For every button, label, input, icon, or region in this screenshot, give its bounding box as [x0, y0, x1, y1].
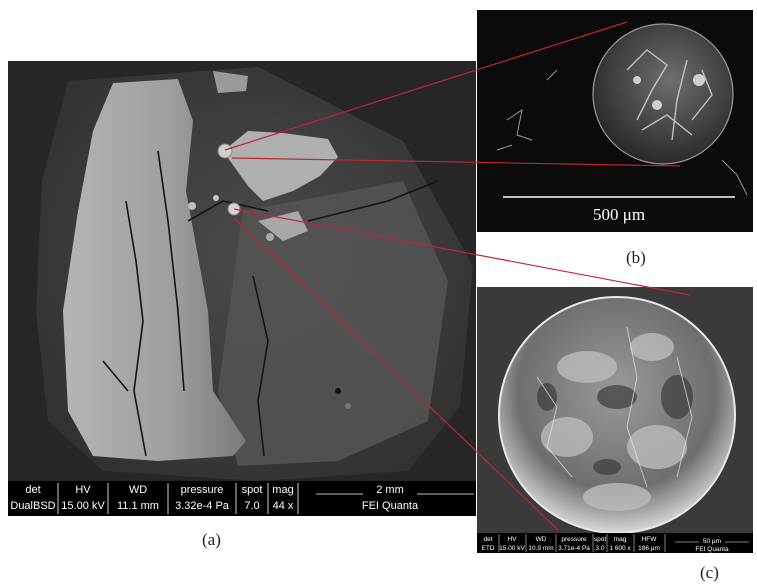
databar-a-header-hv: HV — [75, 484, 91, 496]
databar-c-header-det: det — [483, 536, 492, 543]
databar-c-value-hv: 15.00 kV — [499, 545, 525, 552]
scale-bar-a-label: 2 mm — [376, 484, 404, 496]
databar-c-header-pressure: pressure — [561, 536, 587, 543]
spherule-upper — [217, 143, 233, 159]
databar-a-value-wd: 11.1 mm — [117, 500, 159, 512]
sem-image-b: 500 μm — [477, 10, 753, 232]
databar-c — [477, 533, 753, 553]
scale-bar-c-label: 50 μm — [703, 538, 721, 545]
databar-c-header-hv: HV — [507, 536, 517, 543]
databar-c-header-mag: mag — [614, 536, 627, 543]
databar-a-header-wd: WD — [129, 484, 147, 496]
databar-a-value-spot: 7.0 — [244, 500, 259, 512]
caption-b: (b) — [626, 248, 646, 267]
bright-mineral — [63, 79, 246, 461]
databar-c-header-spot: spot — [594, 536, 606, 543]
databar-a-value-mag: 44 x — [273, 500, 294, 512]
databar-c-value-wd: 10.9 mm — [528, 545, 553, 552]
databar-c-value-det: ETD — [482, 545, 495, 552]
sem-image-c: det HV WD pressure spot mag HFW ETD 15.0… — [477, 287, 753, 553]
databar-a-value-det: DualBSD — [10, 500, 55, 512]
databar-c-value-pressure: 3.71e-4 Pa — [558, 545, 590, 552]
sem-image-a-drawing: det HV WD pressure spot mag DualBSD 15.0… — [8, 61, 476, 516]
databar-c-value-hfw: 186 μm — [638, 545, 660, 552]
sem-image-b-drawing: 500 μm — [477, 10, 753, 232]
databar-a-header-mag: mag — [272, 484, 293, 496]
databar-a-header-pressure: pressure — [181, 484, 224, 496]
databar-c-header-wd: WD — [536, 536, 547, 543]
scale-bar-b-label: 500 μm — [593, 205, 645, 224]
databar-a-header-spot: spot — [242, 484, 263, 496]
sem-image-c-drawing: det HV WD pressure spot mag HFW ETD 15.0… — [477, 287, 753, 553]
databar-c-instrument: FEI Quanta — [695, 546, 729, 553]
databar-a-instrument: FEI Quanta — [362, 500, 419, 512]
databar-c-value-spot: 3.0 — [595, 545, 604, 552]
sem-image-a: det HV WD pressure spot mag DualBSD 15.0… — [8, 61, 476, 516]
databar-c-header-hfw: HFW — [642, 536, 658, 543]
caption-c: (c) — [700, 563, 719, 582]
caption-a: (a) — [202, 530, 221, 549]
databar-a-value-hv: 15.00 kV — [61, 500, 105, 512]
databar-c-value-mag: 1 600 x — [609, 545, 631, 552]
databar-a-header-det: det — [25, 484, 40, 496]
databar-a-value-pressure: 3.32e-4 Pa — [175, 500, 230, 512]
spherule-lower — [227, 202, 241, 216]
